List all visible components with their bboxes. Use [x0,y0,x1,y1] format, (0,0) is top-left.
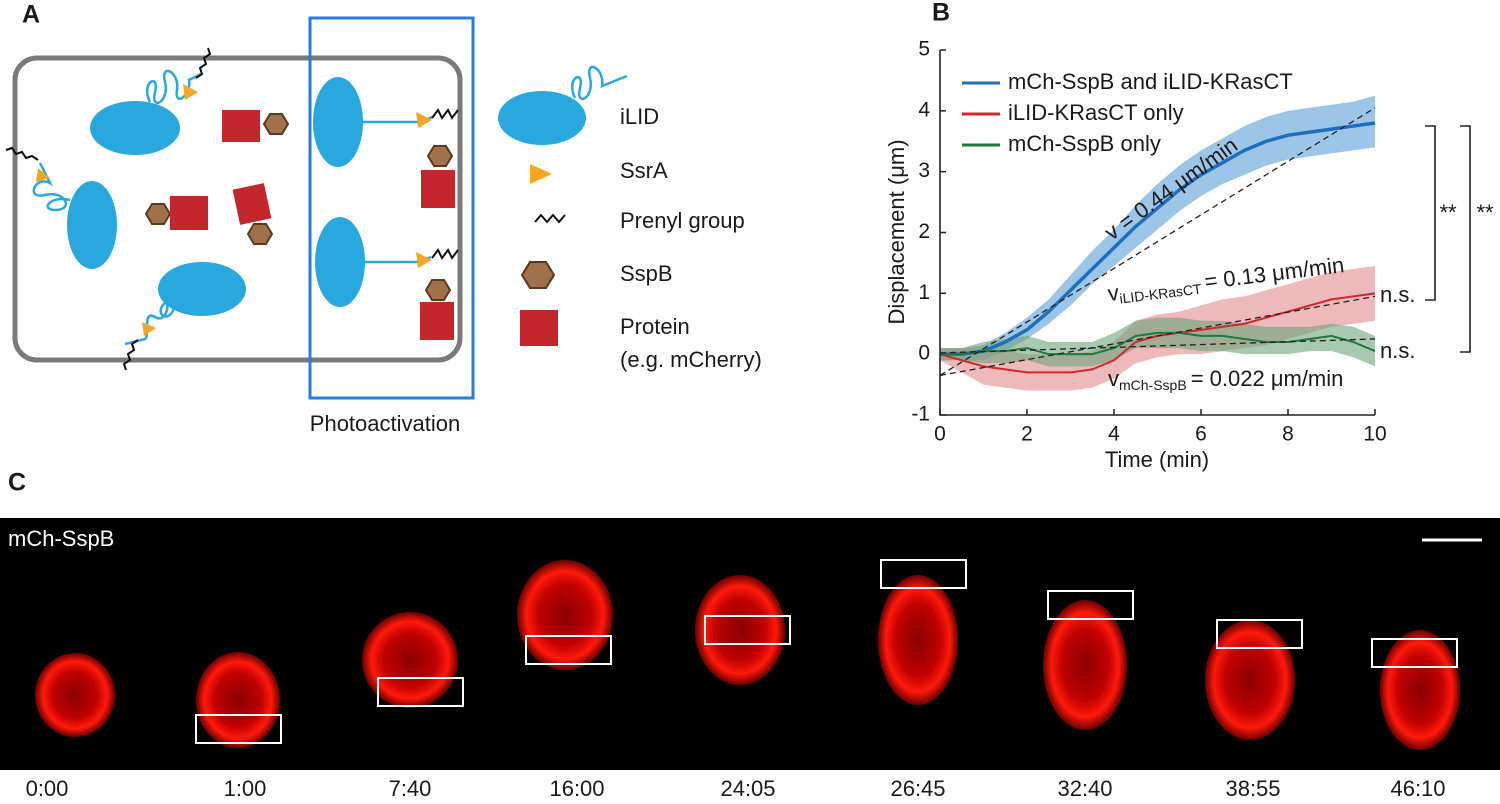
time-label: 7:40 [389,776,432,801]
x-tick-label: 8 [1282,423,1294,446]
panel-b: B Time (min) Displacement (μm) 0 2 4 6 8 10-1… [884,0,1494,472]
y-tick-label: 2 [918,220,930,243]
prenyl [5,47,566,371]
time-label: 46:10 [1390,776,1445,801]
fit-line [939,295,1376,377]
y-tick-label: 1 [918,281,930,304]
cell [695,575,785,685]
panel-label: A [22,1,40,29]
roi-box [704,615,791,645]
axes [939,50,1375,416]
cell [1380,630,1460,750]
roi-box [525,635,612,665]
cell-membrane [12,55,463,363]
legend-label: Protein [620,314,690,339]
photoactivation-box [308,16,475,400]
y-tick-label: 3 [918,159,930,182]
time-label: 24:05 [720,776,775,801]
channel-label: mCh-SspB [8,526,114,551]
legend-label: Prenyl group [620,208,745,233]
time-label: 38:55 [1225,776,1280,801]
cell [196,652,280,748]
annotation-part: v [1108,366,1119,391]
legend-label: mCh-SspB and iLID-KRasCT [1008,69,1293,94]
legend-label: SsrA [620,158,668,183]
roi-box [1371,638,1458,668]
x-tick-label: 10 [1363,423,1386,446]
error-band [940,95,1375,361]
cell [517,560,613,670]
time-label: 16:00 [549,776,604,801]
cell [362,612,458,708]
time-label: 1:00 [224,776,267,801]
caption: Photoactivation [310,411,460,436]
y-tick-label: -1 [911,403,930,426]
cell [35,653,115,737]
cell [1043,600,1127,730]
roi-box [880,559,967,589]
fit-line [939,338,1376,354]
legend-label: mCh-SspB only [1008,131,1161,156]
annotation: ** [1439,200,1457,225]
x-axis-label: Time (min) [1105,447,1209,472]
annotation-sub: iLID-KRasCT [1119,280,1203,306]
legend-label: (e.g. mCherry) [620,347,762,372]
x-tick-label: 0 [934,423,946,446]
y-axis-label: Displacement (μm) [884,139,909,324]
annotation-part: = 0.022 μm/min [1191,366,1344,391]
time-label: 32:40 [1057,776,1112,801]
panel-c: C mCh-SspB 0:00 1:00 7:40 16:00 24:05 26:45 32… [0,469,1500,801]
roi-box [377,677,464,707]
x-tick-label: 4 [1108,423,1120,446]
annotation: n.s. [1380,282,1415,307]
annotation: n.s. [1380,338,1415,363]
annotation-sub: mCh-SspB [1119,377,1187,393]
fit-line [939,107,1376,377]
series-line [940,121,1376,356]
legend-label: iLID [620,104,659,129]
y-tick-label: 4 [918,98,930,121]
roi-box [195,714,282,744]
roi-box [1047,590,1134,620]
panel-label: C [8,469,26,497]
ssra [36,84,552,336]
sspb [144,113,556,301]
time-label: 26:45 [890,776,945,801]
protein [170,110,558,346]
x-tick-label: 2 [1021,423,1033,446]
brackets [1425,125,1471,353]
legend-label: SspB [620,261,673,286]
annotation: vmCh-SspB = 0.022 μm/min [1108,366,1343,393]
x-tick-label: 6 [1195,423,1207,446]
cell [878,575,958,705]
panel-a: A [5,1,762,436]
ilid-shapes [67,77,586,316]
time-label: 0:00 [26,776,69,801]
panel-label: B [932,0,950,27]
annotation-part: v [1106,280,1120,306]
cell [1205,620,1295,740]
y-tick-label: 5 [918,38,930,61]
annotation: ** [1476,200,1494,225]
legend-label: iLID-KRasCT only [1008,100,1184,125]
y-tick-label: 0 [918,342,930,365]
cells: 0:00 1:00 7:40 16:00 24:05 26:45 32:40 38:55 46:… [26,559,1460,801]
roi-box [1216,619,1303,649]
